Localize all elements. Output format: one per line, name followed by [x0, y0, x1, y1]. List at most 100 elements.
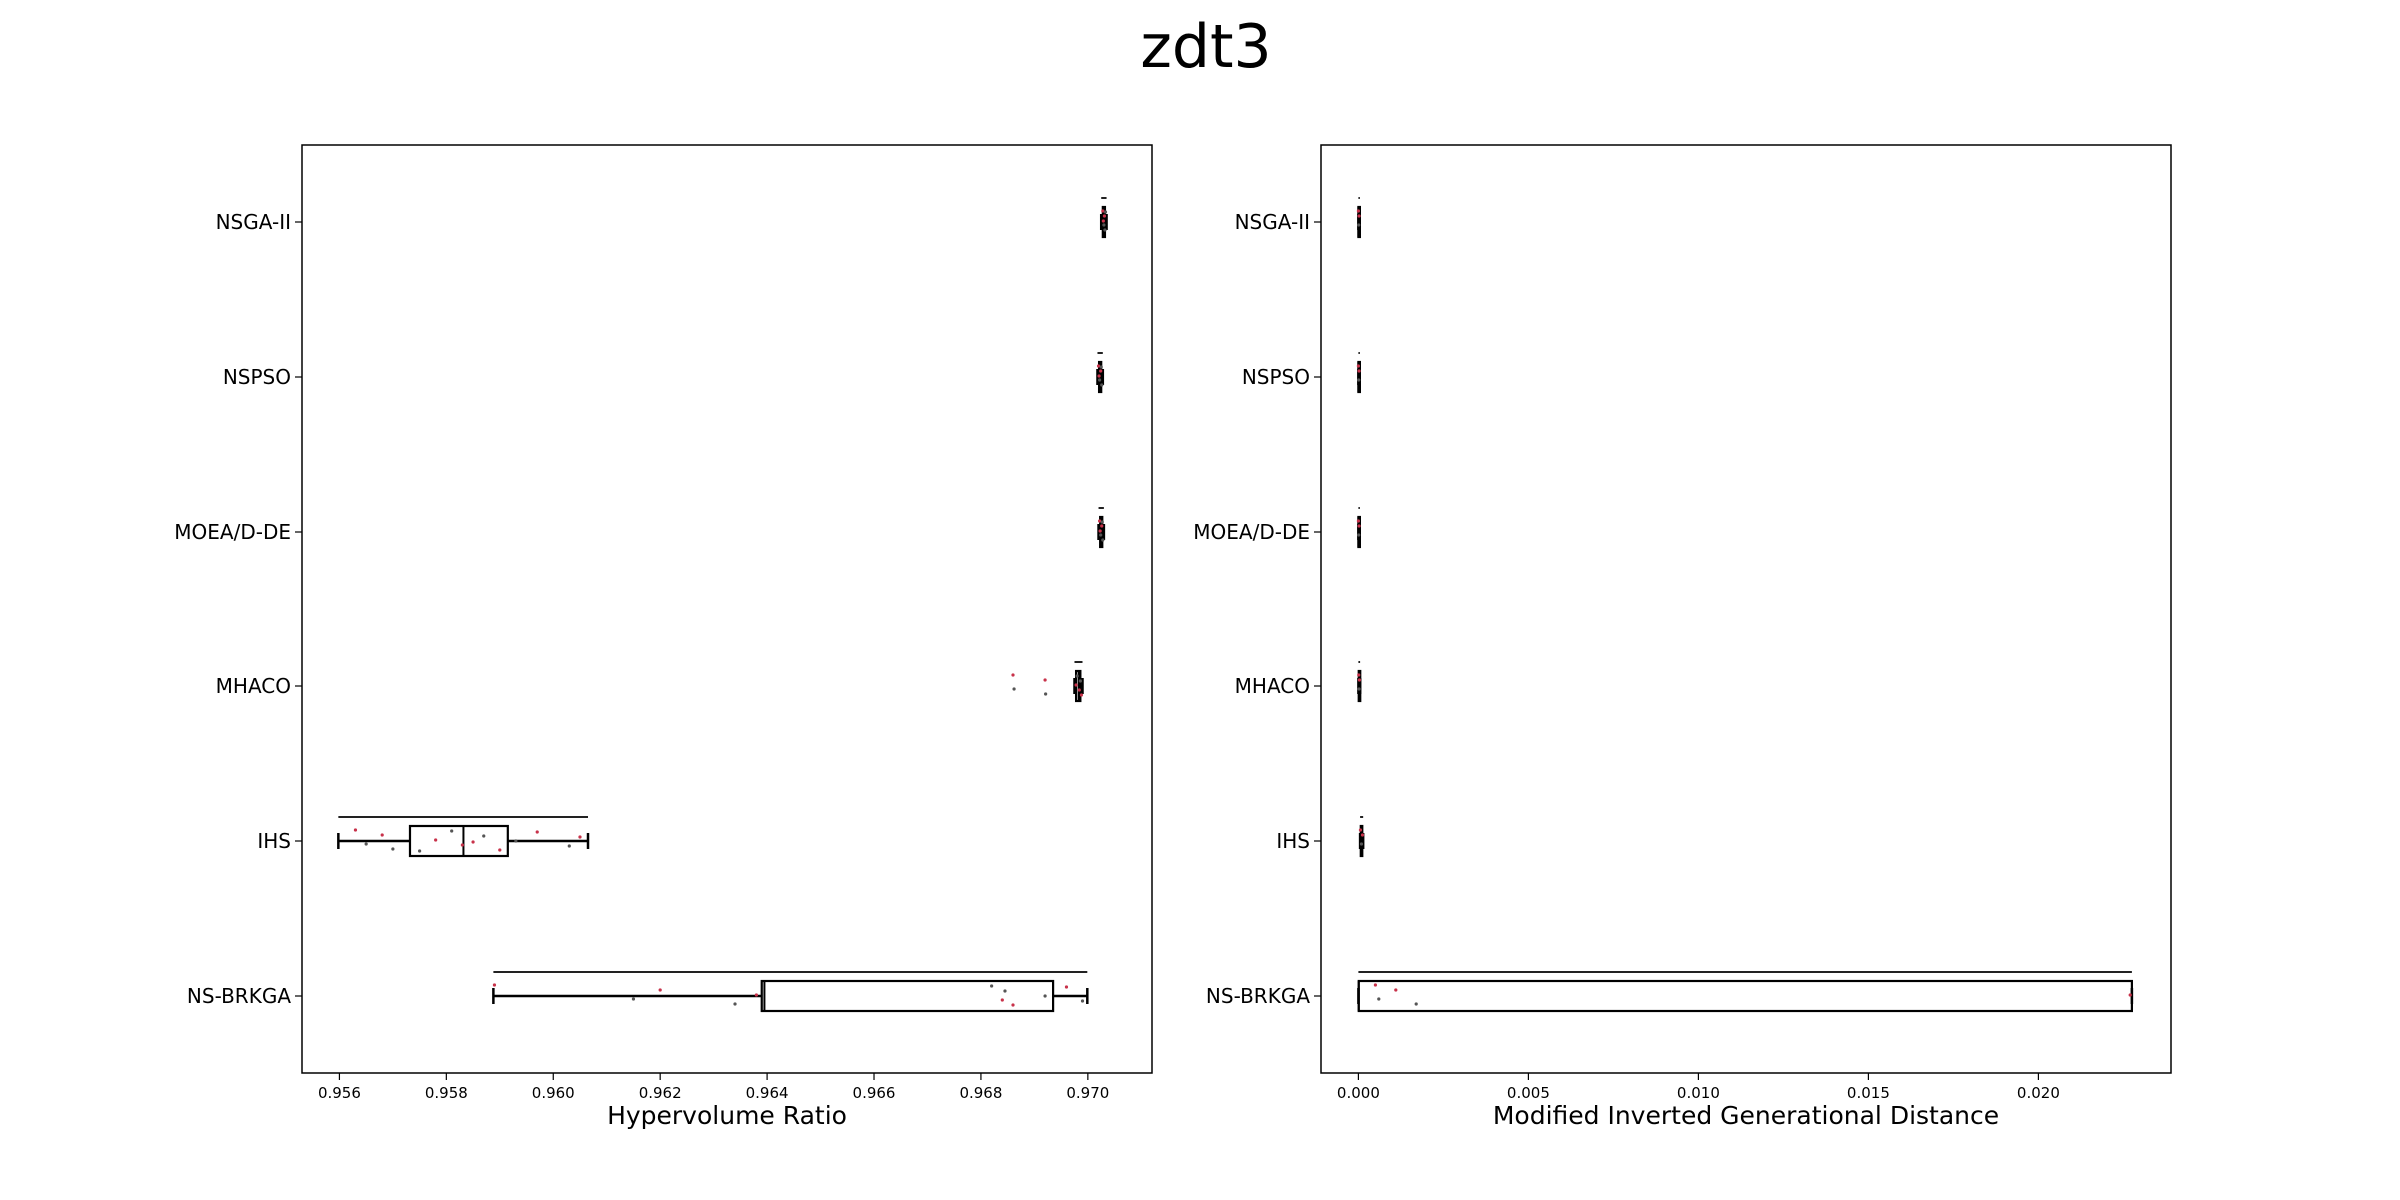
axes-frame — [1320, 144, 2172, 1074]
category-label-ns-brkga: NS-BRKGA — [187, 984, 291, 1008]
data-point — [1000, 998, 1004, 1002]
data-point — [498, 848, 502, 852]
data-point — [1357, 369, 1361, 373]
category-label-ihs: IHS — [257, 829, 291, 853]
data-point — [492, 983, 497, 987]
category-label-mhaco: MHACO — [216, 674, 291, 698]
data-point — [391, 847, 395, 851]
category-label-nspso: NSPSO — [223, 365, 291, 389]
data-point — [1356, 209, 1360, 213]
data-point — [1357, 678, 1362, 682]
x-tick-label: 0.020 — [2017, 1084, 2060, 1102]
data-point — [1373, 983, 1377, 987]
data-point — [1356, 519, 1360, 523]
data-point — [1078, 679, 1082, 683]
data-point — [1099, 533, 1103, 537]
migd-panel: 0.000 0.005 0.010 0.015 0.020 Modified Invert… — [1193, 144, 2172, 1130]
boxplot-ns-brkga — [492, 971, 1089, 1013]
x-tick-label: 0.964 — [746, 1084, 789, 1102]
data-point — [1102, 214, 1107, 218]
data-point — [1359, 842, 1364, 846]
category-label-ns-brkga: NS-BRKGA — [1206, 984, 1310, 1008]
category-label-mhaco: MHACO — [1235, 674, 1310, 698]
data-point — [418, 849, 422, 853]
data-point — [1099, 369, 1103, 373]
data-point — [1357, 223, 1361, 227]
data-point — [733, 1002, 737, 1006]
data-point — [1012, 687, 1016, 691]
data-point — [658, 988, 662, 992]
data-point — [754, 993, 759, 997]
data-point — [471, 840, 475, 844]
x-tick-label: 0.966 — [853, 1084, 896, 1102]
x-tick-label: 0.000 — [1337, 1084, 1380, 1102]
data-point — [1357, 524, 1361, 528]
data-point — [1358, 828, 1363, 832]
chart-title: zdt3 — [1140, 12, 1271, 82]
data-point — [364, 842, 368, 846]
data-point — [1100, 383, 1104, 387]
data-point — [514, 839, 518, 843]
boxplot-mhaco — [1011, 661, 1084, 703]
data-point — [1079, 693, 1084, 697]
boxplot-nspso — [1096, 352, 1105, 394]
x-tick-label: 0.005 — [1507, 1084, 1550, 1102]
boxplot-nspso — [1356, 352, 1362, 394]
data-point — [380, 833, 384, 837]
data-point — [1096, 364, 1101, 368]
x-tick-label: 0.970 — [1066, 1084, 1109, 1102]
x-tick-label: 0.962 — [639, 1084, 682, 1102]
category-label-nspso: NSPSO — [1242, 365, 1310, 389]
data-point — [1097, 374, 1101, 378]
boxplot-ns-brkga — [1357, 971, 2134, 1013]
data-point — [1357, 214, 1361, 218]
data-point — [1100, 524, 1104, 528]
data-point — [1102, 223, 1106, 227]
data-point — [631, 997, 636, 1001]
category-label-ihs: IHS — [1276, 829, 1310, 853]
data-point — [1077, 688, 1081, 692]
boxplot-ihs — [1358, 816, 1365, 858]
data-point — [535, 830, 539, 834]
data-point — [1080, 999, 1085, 1003]
data-point — [1075, 674, 1079, 678]
x-axis-label: Modified Inverted Generational Distance — [1493, 1101, 1999, 1130]
data-point — [1356, 364, 1360, 368]
axes-frame — [301, 144, 1153, 1074]
data-point — [1074, 683, 1078, 687]
data-point — [1103, 228, 1107, 232]
data-point — [1101, 209, 1105, 213]
data-point — [1377, 997, 1381, 1001]
data-point — [1103, 210, 1108, 214]
box-iqr — [760, 979, 1055, 1013]
boxplot-ihs — [337, 816, 590, 858]
x-tick-label: 0.010 — [1677, 1084, 1720, 1102]
category-label-nsga-ii: NSGA-II — [216, 210, 291, 234]
boxplot-nsga-ii — [1099, 197, 1108, 239]
data-point — [1011, 1003, 1015, 1007]
data-point — [1064, 985, 1069, 989]
data-point — [482, 834, 486, 838]
data-point — [1003, 989, 1007, 993]
data-point — [578, 835, 582, 839]
data-point — [1100, 520, 1104, 524]
boxplot-moea-d-de — [1097, 507, 1106, 549]
data-point — [1357, 533, 1361, 537]
boxplot-mhaco — [1357, 661, 1362, 703]
data-point — [1101, 538, 1105, 542]
x-tick-label: 0.958 — [425, 1084, 468, 1102]
data-point — [1043, 994, 1047, 998]
x-tick-label: 0.956 — [318, 1084, 361, 1102]
data-point — [1357, 673, 1361, 677]
data-point — [450, 829, 454, 833]
x-tick-label: 0.960 — [532, 1084, 575, 1102]
category-label-nsga-ii: NSGA-II — [1235, 210, 1310, 234]
data-point — [567, 844, 571, 848]
category-label-moea-d-de: MOEA/D-DE — [174, 520, 291, 544]
data-point — [353, 828, 358, 832]
data-point — [1414, 1002, 1418, 1006]
data-point — [1011, 673, 1015, 677]
data-point — [1099, 365, 1103, 369]
data-point — [434, 838, 438, 842]
